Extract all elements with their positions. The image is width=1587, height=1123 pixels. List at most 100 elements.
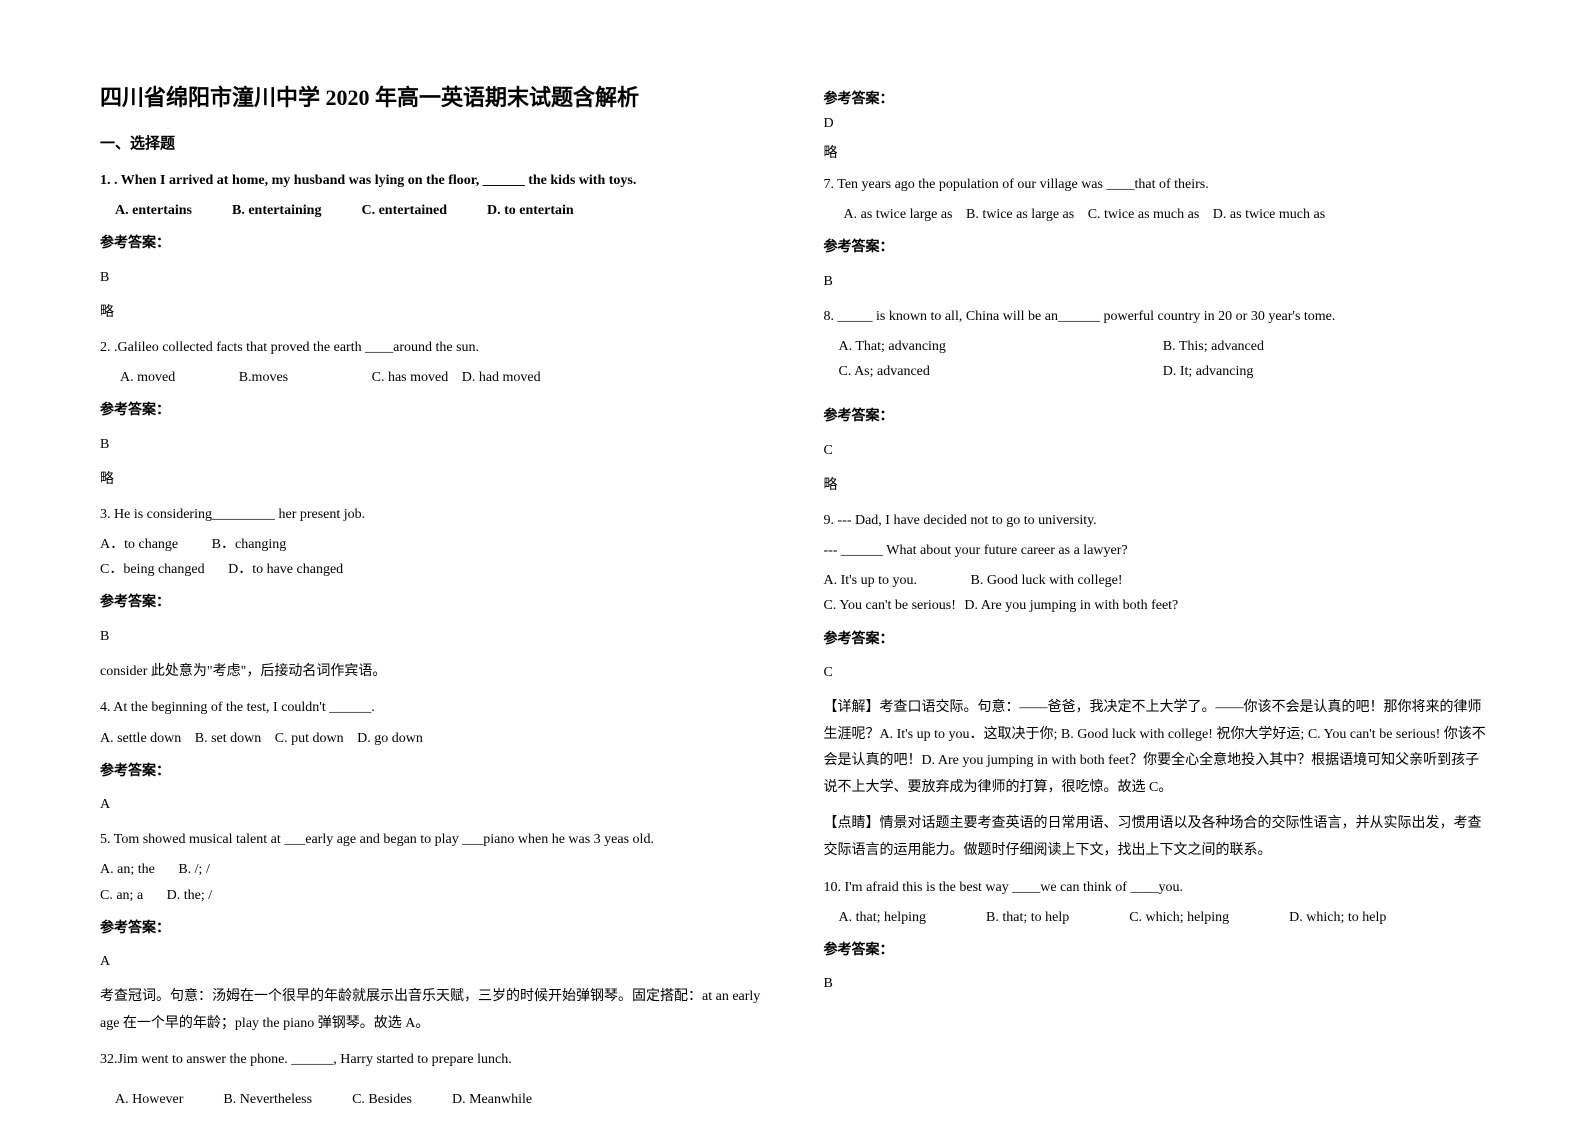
option-c: C. Besides xyxy=(352,1087,412,1112)
option-d: D. Meanwhile xyxy=(452,1087,532,1112)
option-d: D. It; advancing xyxy=(1163,359,1487,384)
question-text-1: 9. --- Dad, I have decided not to go to … xyxy=(824,508,1488,533)
section-header: 一、选择题 xyxy=(100,132,764,153)
question-text: 8. _____ is known to all, China will be … xyxy=(824,304,1488,329)
option-d: D. which; to help xyxy=(1289,905,1386,930)
answer-note: consider 此处意为"考虑"，后接动名词作宾语。 xyxy=(100,659,764,686)
option-c: C. has moved xyxy=(372,370,449,385)
option-b: B. twice as large as xyxy=(966,207,1074,222)
answer-label: 参考答案： xyxy=(100,916,764,941)
option-d: D. Are you jumping in with both feet? xyxy=(964,598,1178,613)
question-4: 4. At the beginning of the test, I could… xyxy=(100,695,764,817)
option-a: A. moved xyxy=(120,370,175,385)
answer-label: 参考答案： xyxy=(824,627,1488,652)
explanation-1: 【详解】考查口语交际。句意：——爸爸，我决定不上大学了。——你该不会是认真的吧！… xyxy=(824,695,1488,801)
left-column: 四川省绵阳市潼川中学 2020 年高一英语期末试题含解析 一、选择题 1. . … xyxy=(100,80,764,1123)
answer-value: C xyxy=(824,660,1488,685)
answer-label: 参考答案： xyxy=(100,398,764,423)
answer-value: B xyxy=(100,624,764,649)
question-text: 2. .Galileo collected facts that proved … xyxy=(100,335,764,360)
option-a: A. as twice large as xyxy=(844,207,953,222)
question-text: 32.Jim went to answer the phone. ______,… xyxy=(100,1047,764,1072)
option-b: B. This; advanced xyxy=(1163,334,1487,359)
question-2: 2. .Galileo collected facts that proved … xyxy=(100,335,764,492)
options-row-2: C. an; a D. the; / xyxy=(100,883,764,908)
answer-note: 略 xyxy=(824,142,1488,162)
answer-label: 参考答案： xyxy=(100,231,764,256)
document-title: 四川省绵阳市潼川中学 2020 年高一英语期末试题含解析 xyxy=(100,80,764,112)
options-row: A. as twice large as B. twice as large a… xyxy=(844,202,1488,227)
options-row: A. moved B.moves C. has moved D. had mov… xyxy=(120,365,764,390)
option-d: D. go down xyxy=(357,731,423,746)
option-b: B.moves xyxy=(239,370,288,385)
question-text: 3. He is considering_________ her presen… xyxy=(100,502,764,527)
question-text: 4. At the beginning of the test, I could… xyxy=(100,695,764,720)
options-row: A. entertains B. entertaining C. enterta… xyxy=(115,198,764,223)
option-b: B. set down xyxy=(195,731,262,746)
option-a: A. entertains xyxy=(115,198,192,223)
answer-value: B xyxy=(100,265,764,290)
options-row: A. However B. Nevertheless C. Besides D.… xyxy=(115,1087,764,1112)
answer-note: 考查冠词。句意：汤姆在一个很早的年龄就展示出音乐天赋，三岁的时候开始弹钢琴。固定… xyxy=(100,984,764,1037)
answer-value: A xyxy=(100,792,764,817)
option-c: C. entertained xyxy=(361,198,447,223)
option-c: C. As; advanced xyxy=(839,359,1163,384)
option-c: C. which; helping xyxy=(1129,905,1229,930)
option-b: B. entertaining xyxy=(232,198,321,223)
options-col-1: A. That; advancing C. As; advanced xyxy=(839,334,1163,384)
answer-value: B xyxy=(100,432,764,457)
option-a: A. That; advancing xyxy=(839,334,1163,359)
question-5: 5. Tom showed musical talent at ___early… xyxy=(100,827,764,1037)
answer-label: 参考答案： xyxy=(824,88,1488,108)
question-9: 9. --- Dad, I have decided not to go to … xyxy=(824,508,1488,865)
option-c: C. You can't be serious! xyxy=(824,598,956,613)
option-b: B. /; / xyxy=(178,862,210,877)
answer-value: A xyxy=(100,949,764,974)
options-row: A. settle down B. set down C. put down D… xyxy=(100,726,764,751)
option-c: C. an; a xyxy=(100,888,143,903)
option-d: D. the; / xyxy=(167,888,213,903)
option-a: A. However xyxy=(115,1087,183,1112)
options-row-1: A. an; the B. /; / xyxy=(100,857,764,882)
options-grid: A. That; advancing C. As; advanced B. Th… xyxy=(839,334,1488,384)
question-6: 32.Jim went to answer the phone. ______,… xyxy=(100,1047,764,1112)
options-row: A. that; helping B. that; to help C. whi… xyxy=(839,905,1488,930)
option-c: C．being changed xyxy=(100,562,205,577)
question-text: 1. . When I arrived at home, my husband … xyxy=(100,168,764,193)
answer-label: 参考答案： xyxy=(100,590,764,615)
option-d: D. as twice much as xyxy=(1213,207,1325,222)
option-b: B. that; to help xyxy=(986,905,1069,930)
question-text: 10. I'm afraid this is the best way ____… xyxy=(824,875,1488,900)
option-c: C. put down xyxy=(275,731,344,746)
answer-note: 略 xyxy=(100,467,764,492)
answer-value: B xyxy=(824,269,1488,294)
question-7: 7. Ten years ago the population of our v… xyxy=(824,172,1488,294)
question-8: 8. _____ is known to all, China will be … xyxy=(824,304,1488,498)
answer-label: 参考答案： xyxy=(824,404,1488,429)
options-row-2: C. You can't be serious! D. Are you jump… xyxy=(824,593,1488,618)
explanation-2: 【点睛】情景对话题主要考查英语的日常用语、习惯用语以及各种场合的交际性语言，并从… xyxy=(824,811,1488,864)
option-a: A．to change xyxy=(100,537,178,552)
option-a: A. that; helping xyxy=(839,905,927,930)
question-text: 7. Ten years ago the population of our v… xyxy=(824,172,1488,197)
question-10: 10. I'm afraid this is the best way ____… xyxy=(824,875,1488,997)
answer-note: 略 xyxy=(100,300,764,325)
options-row-1: A. It's up to you. B. Good luck with col… xyxy=(824,568,1488,593)
answer-value: D xyxy=(824,116,1488,132)
question-text-2: --- ______ What about your future career… xyxy=(824,538,1488,563)
options-row-2: C．being changed D．to have changed xyxy=(100,557,764,582)
option-b: B．changing xyxy=(212,537,287,552)
options-row-1: A．to change B．changing xyxy=(100,532,764,557)
options-col-2: B. This; advanced D. It; advancing xyxy=(1163,334,1487,384)
option-d: D. had moved xyxy=(462,370,541,385)
option-a: A. It's up to you. xyxy=(824,573,918,588)
option-d: D. to entertain xyxy=(487,198,574,223)
question-3: 3. He is considering_________ her presen… xyxy=(100,502,764,686)
answer-value: C xyxy=(824,438,1488,463)
answer-label: 参考答案： xyxy=(824,938,1488,963)
option-d: D．to have changed xyxy=(228,562,343,577)
option-b: B. Nevertheless xyxy=(223,1087,312,1112)
option-a: A. an; the xyxy=(100,862,155,877)
option-a: A. settle down xyxy=(100,731,181,746)
option-c: C. twice as much as xyxy=(1088,207,1200,222)
